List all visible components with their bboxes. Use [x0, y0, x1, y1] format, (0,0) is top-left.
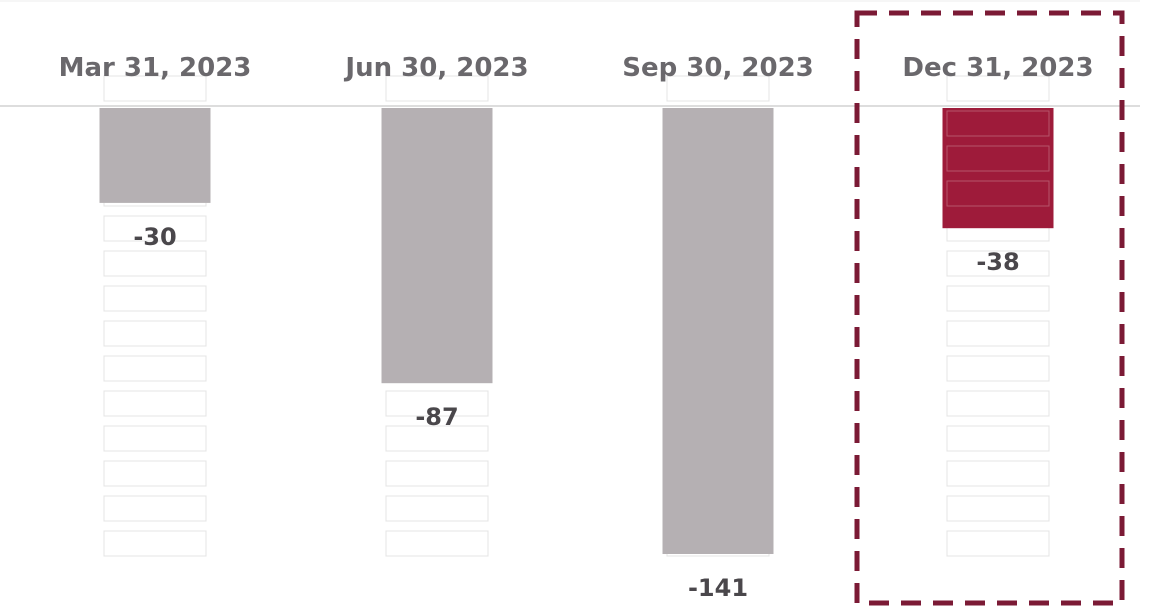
bar-mar-31-2023	[99, 108, 211, 203]
placeholder-cell	[385, 495, 489, 522]
placeholder-cell	[666, 75, 770, 102]
placeholder-cell	[103, 390, 207, 417]
placeholder-cell	[946, 390, 1050, 417]
placeholder-cell	[946, 355, 1050, 382]
placeholder-cell	[103, 75, 207, 102]
placeholder-cell	[103, 425, 207, 452]
placeholder-cell	[385, 425, 489, 452]
placeholder-cell	[103, 495, 207, 522]
placeholder-cell	[946, 495, 1050, 522]
placeholder-cell	[103, 320, 207, 347]
placeholder-cell	[946, 320, 1050, 347]
placeholder-cell	[103, 215, 207, 242]
category-label-jun-30-2023: Jun 30, 2023	[343, 53, 528, 83]
placeholder-cell	[385, 460, 489, 487]
placeholder-cell	[103, 250, 207, 277]
placeholder-cell	[946, 75, 1050, 102]
category-label-sep-30-2023: Sep 30, 2023	[622, 53, 814, 83]
value-label-sep-30-2023: -141	[688, 574, 748, 602]
value-label-dec-31-2023: -38	[976, 248, 1019, 276]
bar-inner-cell	[946, 145, 1050, 172]
value-label-mar-31-2023: -30	[133, 223, 176, 251]
placeholder-cell	[103, 530, 207, 557]
placeholder-cell	[946, 425, 1050, 452]
category-label-mar-31-2023: Mar 31, 2023	[59, 53, 252, 83]
placeholder-cell	[103, 355, 207, 382]
value-label-jun-30-2023: -87	[415, 403, 458, 431]
placeholder-cell	[946, 530, 1050, 557]
placeholder-cell	[385, 75, 489, 102]
placeholder-cell	[946, 285, 1050, 312]
bar-sep-30-2023	[662, 108, 774, 554]
bar-inner-cell	[946, 180, 1050, 207]
placeholder-cell	[385, 530, 489, 557]
labels: Mar 31, 2023 -30 Jun 30, 2023 -87 Sep 30, 20…	[59, 53, 1094, 602]
category-label-dec-31-2023: Dec 31, 2023	[902, 53, 1093, 83]
placeholder-grid	[103, 75, 1050, 557]
placeholder-cell	[946, 460, 1050, 487]
placeholder-cell	[103, 460, 207, 487]
bar-inner-cell	[946, 110, 1050, 137]
placeholder-cell	[946, 250, 1050, 277]
highlight-frame	[854, 10, 1125, 606]
placeholder-cell	[103, 285, 207, 312]
bars	[99, 108, 1054, 554]
bar-jun-30-2023	[381, 108, 493, 384]
placeholder-cell	[385, 390, 489, 417]
bar-dec-31-2023	[942, 108, 1054, 229]
